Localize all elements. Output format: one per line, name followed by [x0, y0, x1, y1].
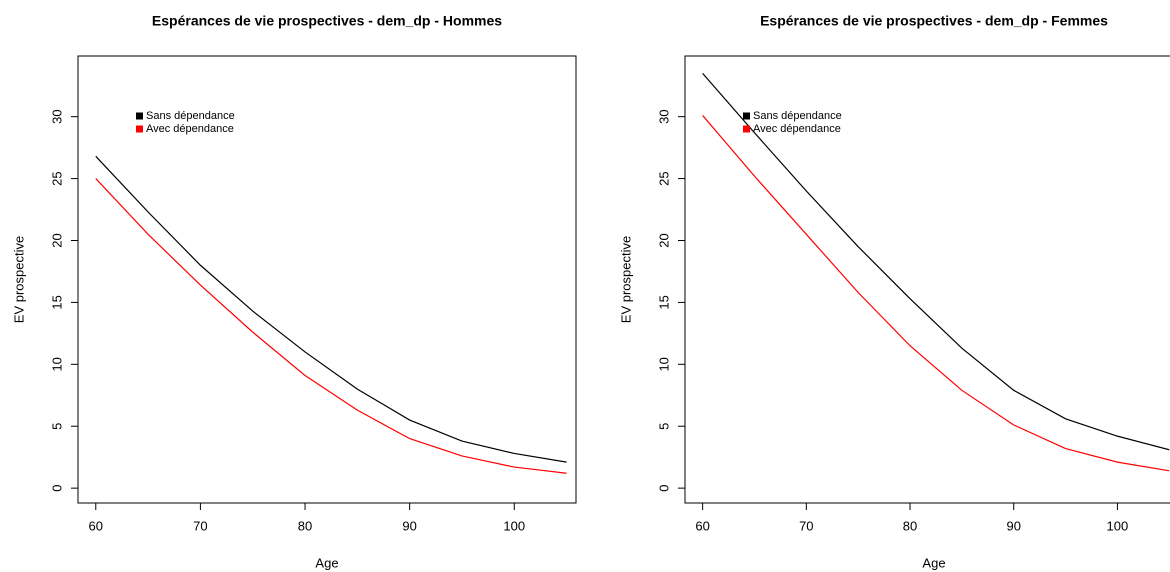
y-tick-label: 15: [656, 295, 671, 309]
x-tick-label: 60: [695, 518, 709, 533]
y-tick-label: 5: [656, 423, 671, 430]
x-tick-label: 100: [503, 518, 525, 533]
x-tick-label: 70: [193, 518, 207, 533]
y-tick-label: 10: [656, 357, 671, 371]
y-tick-label: 0: [656, 485, 671, 492]
legend-marker: [136, 125, 143, 133]
y-tick-label: 25: [49, 171, 64, 185]
series-line: [702, 72, 1170, 451]
legend-marker: [743, 112, 750, 120]
y-axis-label: EV prospective: [11, 236, 26, 323]
y-tick-label: 15: [49, 295, 64, 309]
x-axis-label: Age: [922, 555, 945, 570]
legend-label: Avec dépendance: [753, 123, 841, 135]
x-axis-label: Age: [315, 555, 338, 570]
y-tick-label: 20: [49, 233, 64, 247]
legend-label: Sans dépendance: [146, 110, 235, 122]
legend-marker: [743, 125, 750, 133]
legend-label: Avec dépendance: [146, 123, 234, 135]
x-tick-label: 90: [1006, 518, 1020, 533]
x-tick-label: 70: [799, 518, 813, 533]
chart-title: Espérances de vie prospectives - dem_dp …: [760, 13, 1108, 29]
chart-title: Espérances de vie prospectives - dem_dp …: [152, 13, 502, 29]
y-tick-label: 5: [49, 423, 64, 430]
y-axis-label: EV prospective: [618, 236, 633, 323]
series-line: [702, 115, 1170, 472]
chart-panel: Espérances de vie prospectives - dem_dp …: [11, 13, 577, 570]
x-tick-label: 60: [89, 518, 103, 533]
chart-panel: Espérances de vie prospectives - dem_dp …: [618, 13, 1170, 570]
series-line: [95, 155, 567, 463]
series-line: [95, 178, 567, 474]
x-tick-label: 100: [1107, 518, 1129, 533]
y-tick-label: 0: [49, 485, 64, 492]
legend-label: Sans dépendance: [753, 110, 842, 122]
legend-marker: [136, 112, 143, 120]
y-tick-label: 20: [656, 233, 671, 247]
y-tick-label: 25: [656, 171, 671, 185]
y-tick-label: 30: [656, 109, 671, 123]
y-tick-label: 10: [49, 357, 64, 371]
x-tick-label: 90: [402, 518, 416, 533]
x-tick-label: 80: [903, 518, 917, 533]
x-tick-label: 80: [298, 518, 312, 533]
y-tick-label: 30: [49, 109, 64, 123]
